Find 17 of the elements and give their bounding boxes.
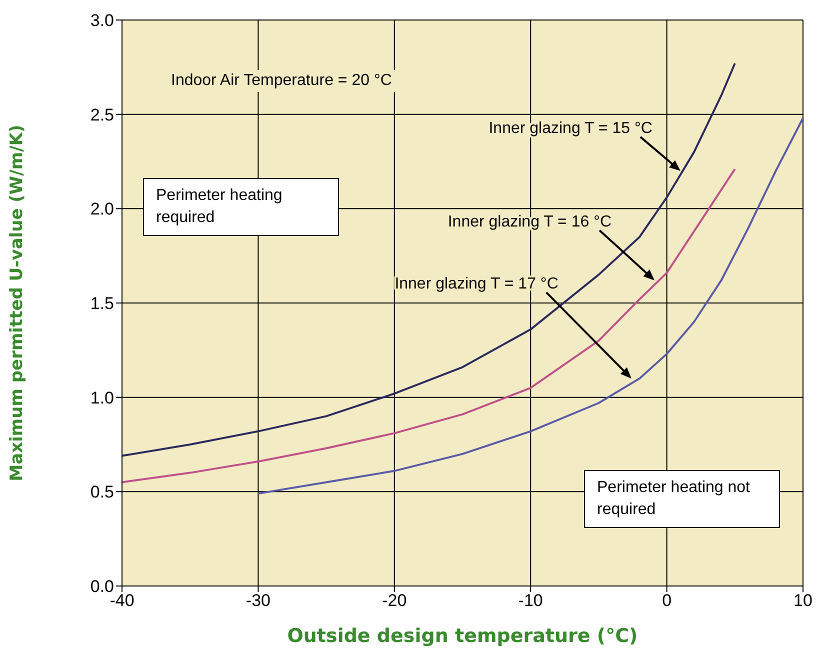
y-tick-label: 2.5 xyxy=(90,105,114,124)
x-tick-label: -10 xyxy=(518,591,543,610)
x-tick-label: -30 xyxy=(246,591,270,610)
y-tick-label: 1.0 xyxy=(90,388,114,408)
annotation: Indoor Air Temperature = 20 °C xyxy=(168,70,395,92)
x-tick-label: -20 xyxy=(382,591,407,610)
note-box: Perimeter heating required xyxy=(143,178,339,236)
x-tick-label: 0 xyxy=(662,591,672,610)
x-axis-title: Outside design temperature (°C) xyxy=(287,625,638,647)
y-tick-label: 1.5 xyxy=(90,294,114,314)
x-tick-label: 10 xyxy=(794,591,812,610)
y-tick-label: 0.5 xyxy=(90,482,114,502)
y-tick-label: 2.0 xyxy=(90,200,114,219)
y-tick-label: 3.0 xyxy=(90,11,114,30)
line-series xyxy=(122,62,736,457)
note-box: Perimeter heating not required xyxy=(584,470,780,528)
y-axis-title: Maximum permitted U-value (W/m/K) xyxy=(7,124,28,482)
